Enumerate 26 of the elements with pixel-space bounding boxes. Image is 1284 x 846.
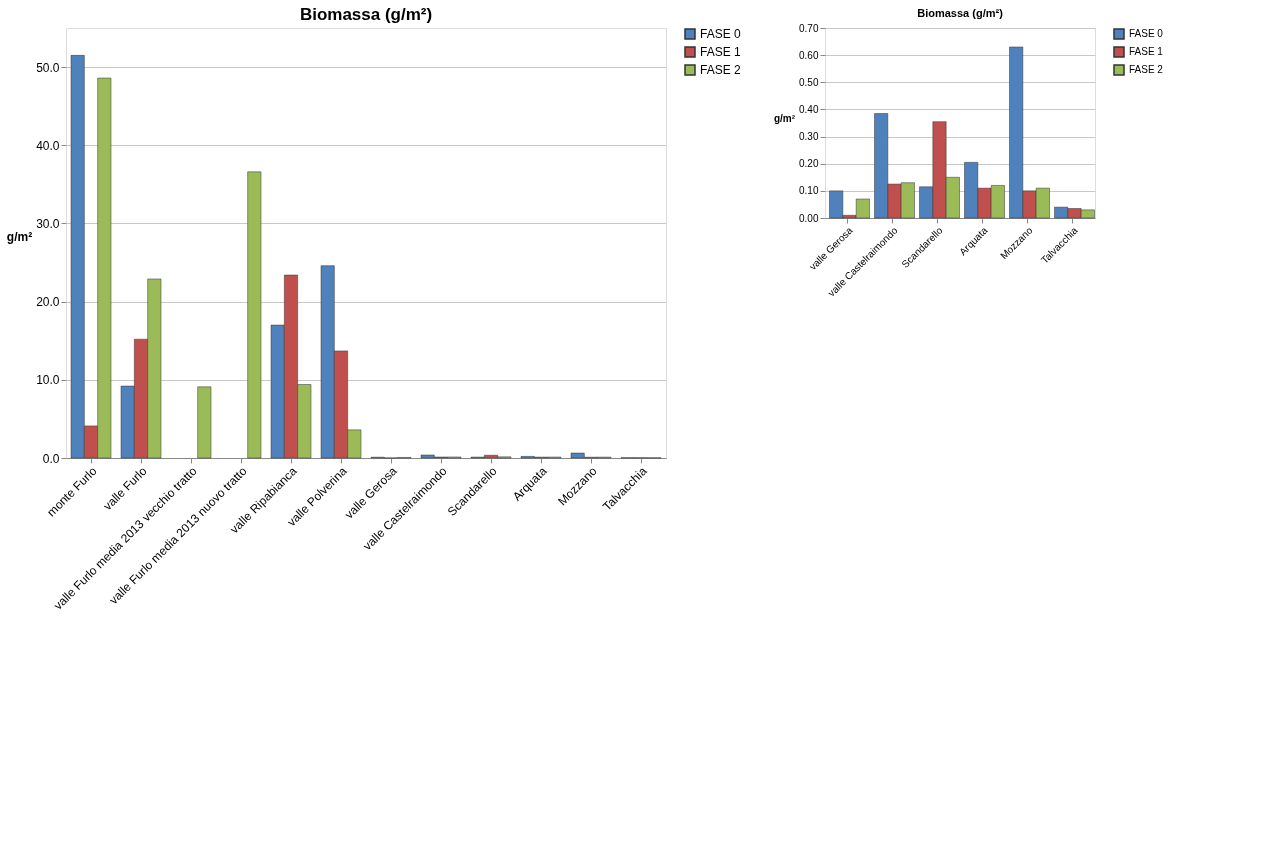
legend-label: FASE 1 [1129, 46, 1164, 57]
y-tick-label: 50.0 [36, 60, 60, 75]
y-axis-title: g/m² [773, 112, 796, 124]
y-axis-title: g/m² [6, 229, 33, 244]
legend-label: FASE 2 [700, 63, 742, 77]
y-tick-label: 0.0 [42, 451, 60, 466]
y-tick-label: 0.50 [799, 76, 819, 88]
y-tick-label: 0.70 [799, 22, 819, 34]
legend-label: FASE 1 [700, 45, 742, 59]
bar [247, 171, 262, 459]
chart-title: Biomassa (g/m²) [299, 5, 433, 24]
legend-label: FASE 0 [1129, 28, 1164, 39]
y-tick-label: 0.10 [799, 185, 819, 197]
y-tick-label: 10.0 [36, 373, 60, 388]
y-tick-label: 0.60 [799, 49, 819, 61]
y-tick-label: 20.0 [36, 295, 60, 310]
legend-label: FASE 2 [1129, 64, 1164, 75]
legend-label: FASE 0 [700, 27, 742, 41]
chart-title: Biomassa (g/m²) [917, 7, 1004, 19]
y-tick-label: 40.0 [36, 138, 60, 153]
bar [197, 386, 212, 459]
y-tick-label: 0.00 [799, 212, 819, 224]
y-tick-label: 30.0 [36, 216, 60, 231]
y-tick-label: 0.20 [799, 158, 819, 170]
y-tick-label: 0.40 [799, 103, 819, 115]
y-tick-label: 0.30 [799, 131, 819, 143]
